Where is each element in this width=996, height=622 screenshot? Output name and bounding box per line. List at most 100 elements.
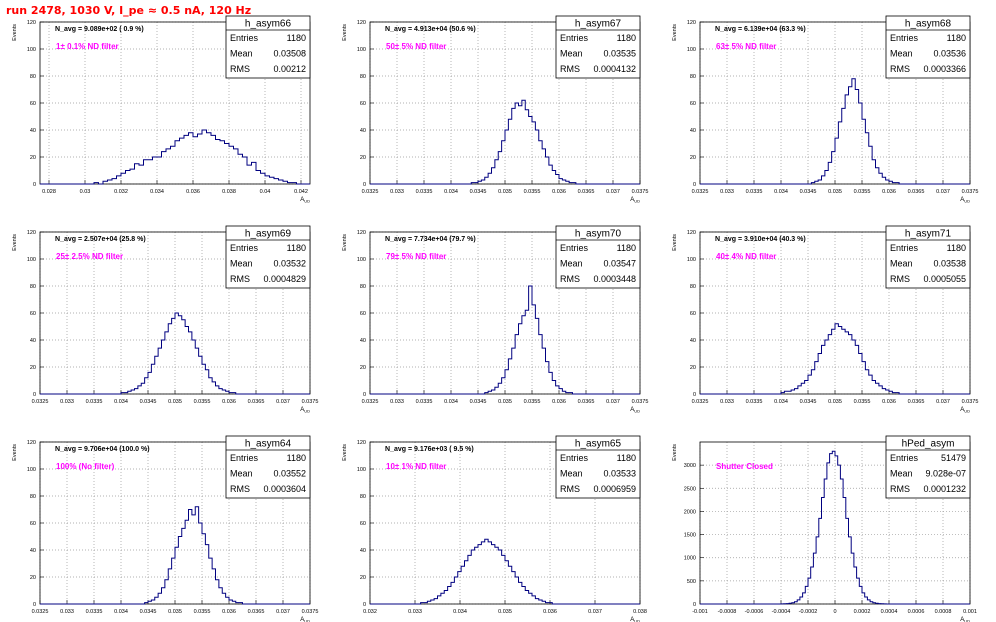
stats-label: Mean [890,49,913,59]
plot-frame [369,441,641,605]
stats-label: Mean [230,259,253,269]
y-axis-label: Events [342,444,348,461]
y-axis-label: Events [672,444,678,461]
stats-box [225,435,311,499]
x-tick-label: 0.0345 [470,189,487,195]
y-tick-label: 0 [693,392,696,398]
y-tick-label: 0 [363,392,366,398]
histogram-name: h_asym68 [905,19,952,30]
filter-label: 79± 5% ND filter [386,252,446,261]
x-axis-label: AUD [300,617,310,622]
stats-value: 0.03552 [273,469,306,479]
stats-value: 0.0003366 [923,64,966,74]
stats-label: Entries [230,453,259,463]
y-tick-label: 60 [30,311,36,317]
histogram-line [700,323,970,395]
n-avg-label: N_avg = 6.139e+04 (63.3 %) [715,26,806,33]
x-tick-label: 0.037 [606,189,620,195]
x-tick-label: -0.0004 [772,609,791,615]
x-axis-label: AUD [630,407,640,414]
y-tick-label: 500 [687,579,696,585]
n-avg-label: N_avg = 9.176e+03 ( 9.5 %) [385,446,474,453]
x-tick-label: 0.04 [260,189,271,195]
x-tick-label: 0.0325 [32,399,49,405]
y-tick-label: 20 [360,155,366,161]
n-avg-label: N_avg = 2.507e+04 (25.8 %) [55,236,146,243]
x-tick-label: 0.037 [588,609,602,615]
stats-label: Entries [230,243,259,253]
stats-value: 0.0006959 [593,484,636,494]
y-tick-label: 60 [360,311,366,317]
histogram-name: h_asym65 [575,439,622,450]
stats-label: Mean [560,259,583,269]
x-tick-label: 0.0375 [632,189,649,195]
x-tick-label: 0.037 [276,609,290,615]
stats-value: 51479 [941,453,966,463]
filter-label: 40± 4% ND filter [716,252,776,261]
n-avg-label: N_avg = 4.913e+04 (50.6 %) [385,26,476,33]
stats-label: Mean [230,49,253,59]
x-tick-label: 0.034 [114,399,128,405]
x-tick-label: 0.034 [444,399,458,405]
stats-value: 1180 [617,243,636,253]
stats-label: RMS [890,274,910,284]
x-tick-label: 0.0345 [470,399,487,405]
x-tick-label: 0.036 [222,399,236,405]
stats-value: 0.03535 [603,49,636,59]
x-tick-label: 0.038 [633,609,647,615]
histogram-name: h_asym66 [245,19,292,30]
y-tick-label: 20 [30,155,36,161]
y-tick-label: 20 [690,365,696,371]
x-tick-label: 0.035 [168,399,182,405]
x-axis-label: AUD [300,407,310,414]
x-tick-label: 0.038 [222,189,236,195]
y-axis-label: Events [12,234,18,251]
x-tick-label: 0.033 [60,609,74,615]
x-tick-label: 0.035 [498,399,512,405]
x-tick-label: 0.0325 [362,399,379,405]
stats-label: RMS [890,484,910,494]
x-axis-label: AUD [630,197,640,204]
histogram-line [40,312,310,395]
x-tick-label: -0.001 [692,609,708,615]
plot-frame [39,21,311,185]
y-tick-label: 60 [360,521,366,527]
stats-label: Mean [560,49,583,59]
y-tick-label: 120 [27,440,36,446]
x-tick-label: 0.0365 [578,189,595,195]
y-axis-label: Events [672,234,678,251]
histogram-line [370,285,640,395]
y-tick-label: 60 [30,521,36,527]
filter-label: 25± 2.5% ND filter [56,252,123,261]
filter-label: 100% (No filter) [56,462,115,471]
x-tick-label: 0.0345 [140,609,157,615]
stats-value: 0.0001232 [923,484,966,494]
y-tick-label: 120 [27,20,36,26]
stats-value: 0.0003604 [263,484,306,494]
x-tick-label: 0.0375 [302,399,319,405]
y-axis-label: Events [12,24,18,41]
stats-label: Entries [560,243,589,253]
x-tick-label: -0.0008 [718,609,737,615]
x-tick-label: 0.036 [882,189,896,195]
histogram-line [370,538,640,605]
stats-value: 0.03538 [933,259,966,269]
stats-value: 0.0004829 [263,274,306,284]
histogram-panel: 0 500 1000 1500 2000 2500 3000 -0.001 -0.0008 -0.… [672,435,977,622]
stats-label: Entries [890,453,919,463]
y-tick-label: 120 [687,230,696,236]
x-tick-label: 0.0335 [86,399,103,405]
x-tick-label: 0.035 [828,399,842,405]
x-tick-label: 0.042 [294,189,308,195]
y-tick-label: 100 [357,257,366,263]
stats-label: Mean [560,469,583,479]
y-tick-label: 2000 [684,509,696,515]
x-tick-label: 0.0355 [194,609,211,615]
x-tick-label: 0.036 [222,609,236,615]
stats-label: RMS [560,64,580,74]
histogram-name: hPed_asym [902,439,955,450]
plot-frame [39,441,311,605]
x-tick-label: 0.0365 [248,609,265,615]
x-tick-label: 0.0008 [935,609,952,615]
